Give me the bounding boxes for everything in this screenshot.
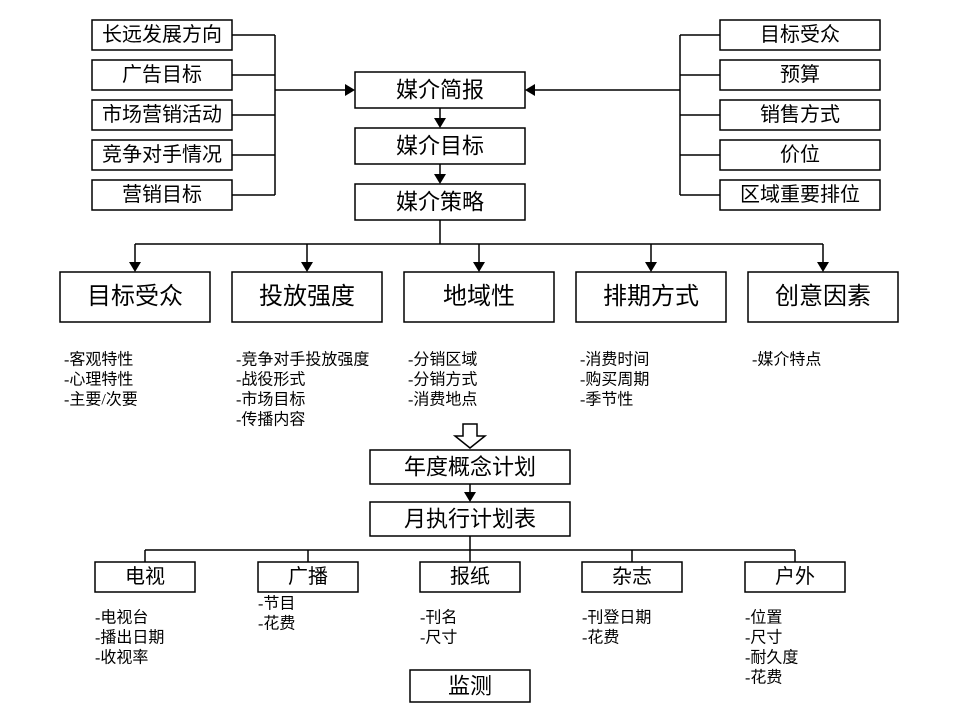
media-bullet-4-2: -耐久度 [745, 649, 798, 667]
media-bullet-1-1: -花费 [258, 615, 295, 633]
media-bullet-1-0: -节目 [258, 595, 295, 613]
media-bullet-0-0: -电视台 [95, 609, 148, 627]
strategy-bullet-2-0: -分销区域 [408, 351, 477, 369]
media-bullet-4-3: -花费 [745, 669, 782, 687]
left-item-2-label: 市场营销活动 [102, 103, 222, 126]
strategy-bullet-0-2: -主要/次要 [64, 391, 138, 409]
strategy-bullet-1-2: -市场目标 [236, 391, 305, 409]
media-bullet-3-0: -刊登日期 [582, 609, 651, 627]
media-bullet-4-0: -位置 [745, 609, 782, 627]
center-0-label: 媒介简报 [396, 78, 484, 103]
left-item-4-label: 营销目标 [122, 183, 202, 206]
media-3-label: 杂志 [612, 565, 652, 588]
strategy-bullet-1-3: -传播内容 [236, 411, 305, 429]
media-bullet-3-1: -花费 [582, 629, 619, 647]
left-item-0-label: 长远发展方向 [102, 23, 222, 46]
media-bullet-4-1: -尺寸 [745, 629, 782, 647]
media-4-label: 户外 [775, 565, 815, 588]
strategy-bullet-1-0: -竞争对手投放强度 [236, 351, 369, 369]
strategy-bullet-0-0: -客观特性 [64, 351, 133, 369]
strategy-bullet-2-1: -分销方式 [408, 371, 477, 389]
right-item-4-label: 区域重要排位 [740, 183, 860, 206]
block-arrow [455, 424, 485, 448]
diagram-canvas: 长远发展方向广告目标市场营销活动竞争对手情况营销目标目标受众预算销售方式价位区域… [0, 0, 960, 720]
strategy-bullet-2-2: -消费地点 [408, 391, 477, 409]
strategy-bullet-3-0: -消费时间 [580, 351, 649, 369]
strategy-1-label: 投放强度 [259, 283, 355, 310]
media-0-label: 电视 [125, 565, 165, 588]
strategy-bullet-3-1: -购买周期 [580, 371, 649, 389]
right-item-3-label: 价位 [780, 143, 820, 166]
plan-0-label: 年度概念计划 [404, 455, 536, 480]
right-item-2-label: 销售方式 [760, 103, 840, 126]
center-2-label: 媒介策略 [396, 190, 484, 215]
left-item-1-label: 广告目标 [122, 63, 202, 86]
media-2-label: 报纸 [450, 565, 490, 588]
media-bullet-0-1: -播出日期 [95, 629, 164, 647]
strategy-bullet-1-1: -战役形式 [236, 371, 305, 389]
strategy-bullet-0-1: -心理特性 [64, 371, 133, 389]
right-item-0-label: 目标受众 [760, 23, 840, 46]
strategy-2-label: 地域性 [443, 283, 515, 310]
strategy-0-label: 目标受众 [87, 283, 183, 310]
left-item-3-label: 竞争对手情况 [102, 143, 222, 166]
right-item-1-label: 预算 [780, 63, 820, 86]
plan-1-label: 月执行计划表 [404, 507, 536, 532]
strategy-bullet-4-0: -媒介特点 [752, 351, 821, 369]
media-bullet-2-1: -尺寸 [420, 629, 457, 647]
strategy-3-label: 排期方式 [603, 283, 699, 310]
strategy-4-label: 创意因素 [775, 283, 871, 310]
monitor-label: 监测 [448, 674, 492, 699]
media-bullet-2-0: -刊名 [420, 609, 457, 627]
media-bullet-0-2: -收视率 [95, 649, 148, 667]
strategy-bullet-3-2: -季节性 [580, 391, 633, 409]
center-1-label: 媒介目标 [396, 134, 484, 159]
media-1-label: 广播 [288, 565, 328, 588]
